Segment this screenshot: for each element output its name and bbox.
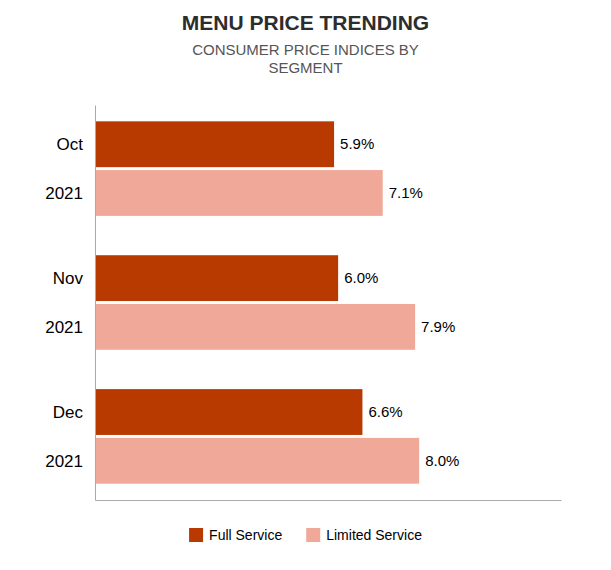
bar [95, 304, 415, 350]
y-tick-label: Oct2021 [45, 135, 83, 203]
title: MENU PRICE TRENDING [182, 11, 429, 34]
bar [95, 255, 338, 301]
subtitle: CONSUMER PRICE INDICES BYSEGMENT [192, 41, 419, 76]
x-axis [96, 500, 562, 501]
bar [95, 170, 383, 216]
data-label: 7.1% [389, 184, 423, 201]
legend-label: Full Service [209, 527, 282, 543]
y-tick-label: Dec2021 [45, 403, 83, 471]
x-axis-line [96, 500, 562, 501]
data-label: 7.9% [421, 318, 455, 335]
legend-swatch [306, 528, 320, 542]
legend-swatch [189, 528, 203, 542]
legend-label: Limited Service [326, 527, 422, 543]
data-label: 5.9% [340, 135, 374, 152]
y-axis: Dec2021 Nov2021 Oct2021 [45, 106, 95, 501]
y-tick: Dec2021 [45, 403, 95, 471]
legend-item: Limited Service [306, 527, 422, 543]
y-axis-line [95, 106, 96, 501]
legend-item: Full Service [189, 527, 282, 543]
y-tick-label: Nov2021 [45, 269, 83, 337]
plot: 6.6% 6.0% 5.9% 8.0% 7.9% 7.1% Dec2021 Nov2021 Oc… [45, 106, 561, 501]
data-label: 8.0% [425, 452, 459, 469]
chart: MENU PRICE TRENDING CONSUMER PRICE INDICE… [0, 0, 611, 570]
bar [95, 121, 334, 167]
y-tick: Nov2021 [45, 269, 95, 337]
data-label: 6.6% [368, 403, 402, 420]
data-labels: 6.6% 6.0% 5.9% 8.0% 7.9% 7.1% [340, 135, 459, 469]
data-label: 6.0% [344, 269, 378, 286]
y-tick: Oct2021 [45, 135, 95, 203]
legend: Full Service Limited Service [189, 527, 422, 543]
bars [95, 121, 419, 483]
bar [95, 389, 362, 435]
bar [95, 438, 419, 484]
